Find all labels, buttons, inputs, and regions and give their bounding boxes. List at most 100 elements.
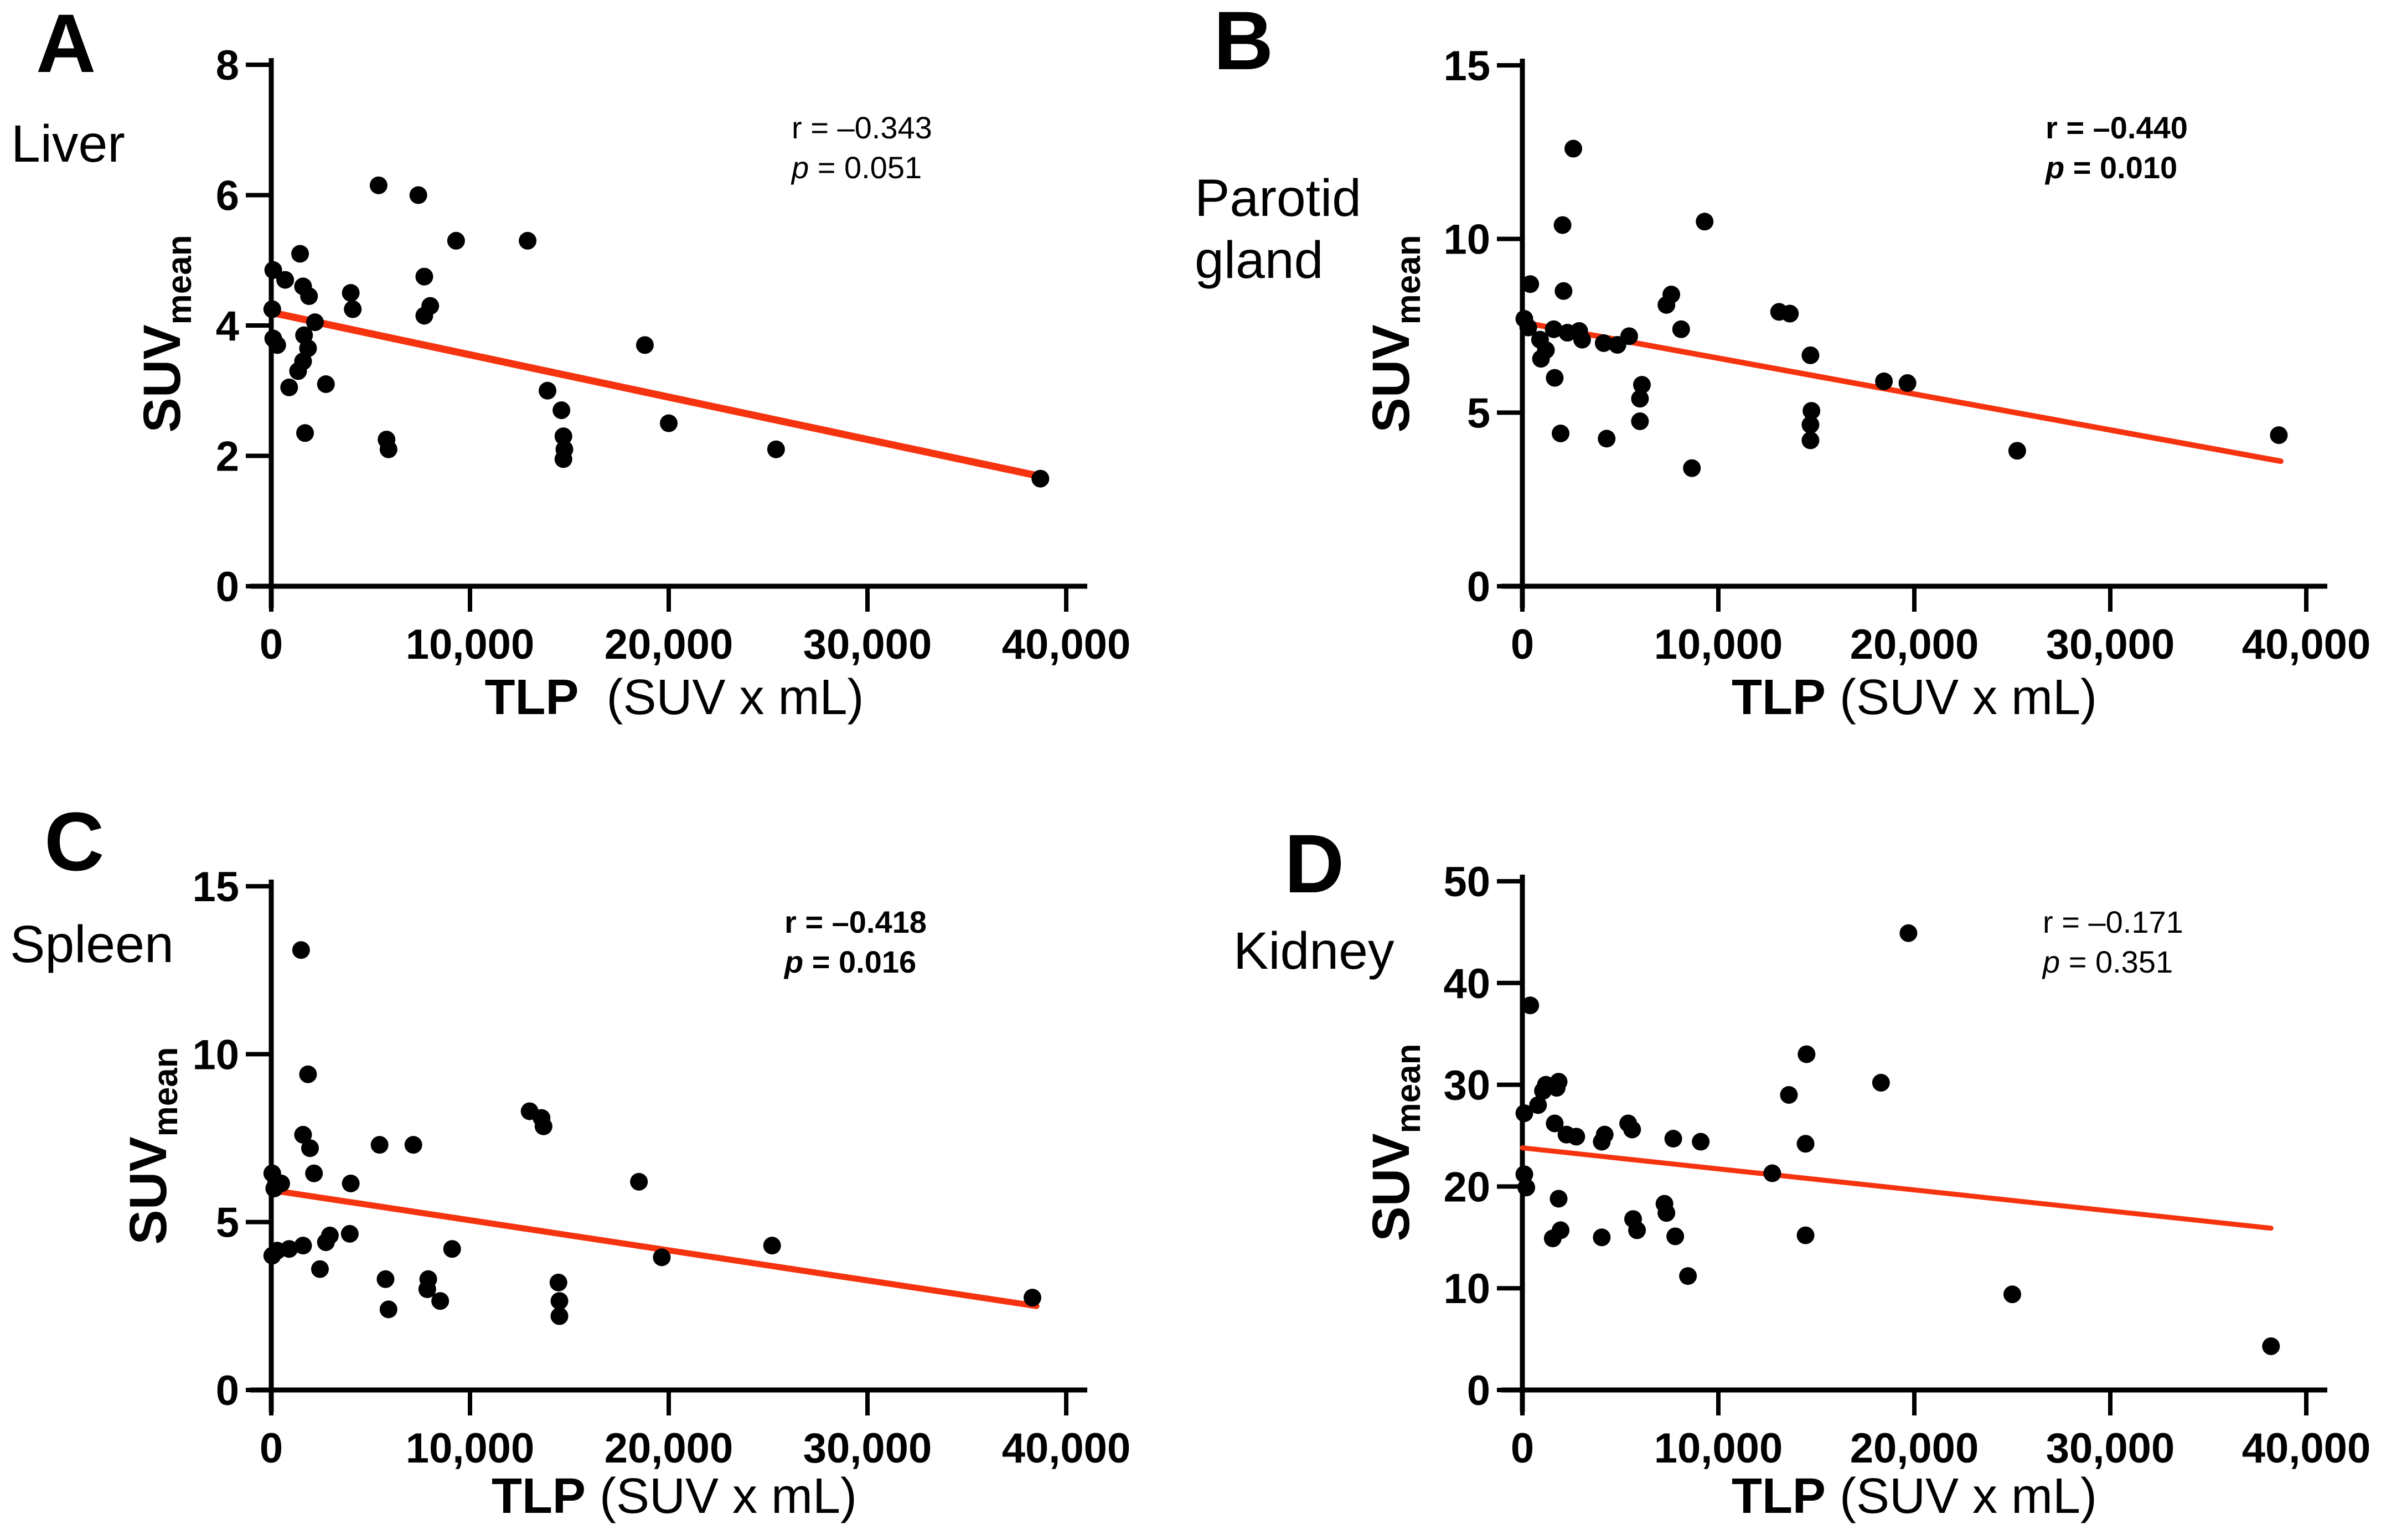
x-tick-label: 0 xyxy=(1511,621,1534,668)
data-point xyxy=(265,1180,283,1197)
x-tick-label: 40,000 xyxy=(2242,1425,2370,1472)
data-point xyxy=(1875,372,1893,390)
data-point xyxy=(305,1164,323,1182)
organ-label: Spleen xyxy=(10,915,174,974)
data-point xyxy=(311,1260,329,1278)
data-point xyxy=(2262,1337,2280,1355)
data-point xyxy=(554,450,572,468)
data-point xyxy=(653,1248,671,1267)
data-point xyxy=(1620,327,1638,345)
data-point xyxy=(1552,424,1570,442)
panel-c: C Spleen 0 10,000 20,000 30,000 40,000 0 5 10 15 TL… xyxy=(10,795,1130,1524)
x-tick-label: 40,000 xyxy=(1002,621,1130,668)
data-point xyxy=(2270,426,2288,445)
p-value: p = 0.351 xyxy=(2042,944,2173,979)
y-tick-label: 0 xyxy=(1467,1367,1490,1414)
data-point xyxy=(1515,1165,1533,1184)
x-tick-label: 0 xyxy=(1511,1425,1534,1472)
y-tick-label: 30 xyxy=(1443,1062,1490,1109)
data-point xyxy=(296,424,314,442)
data-point xyxy=(1801,431,1820,449)
y-tick-label: 4 xyxy=(216,303,239,350)
data-point xyxy=(1872,1073,1890,1092)
y-axis-title: SUVmean xyxy=(1362,235,1428,432)
data-point xyxy=(519,231,537,250)
data-point xyxy=(636,336,654,354)
y-axis-title: SUVmean xyxy=(1362,1043,1428,1241)
data-point xyxy=(280,378,298,396)
panel-letter: C xyxy=(44,795,104,888)
data-point xyxy=(534,1117,552,1135)
y-tick-label: 5 xyxy=(1467,390,1490,437)
data-point xyxy=(1666,1227,1685,1246)
y-tick-label: 6 xyxy=(216,173,239,220)
data-point xyxy=(1521,275,1540,293)
data-point xyxy=(1763,1164,1781,1182)
data-point xyxy=(1554,282,1573,300)
data-point xyxy=(1546,1114,1564,1133)
data-point xyxy=(1564,139,1583,158)
organ-label: Kidney xyxy=(1233,922,1394,980)
data-point xyxy=(1679,1267,1697,1285)
data-point xyxy=(1801,416,1820,434)
data-point xyxy=(767,440,785,458)
data-point xyxy=(2008,442,2026,460)
data-point xyxy=(289,362,307,380)
x-axis-title: TLP (SUV x mL) xyxy=(492,1469,857,1524)
panel-d: D Kidney 0 10,000 20,000 30,000 40,000 0 10 20 30 4… xyxy=(1233,817,2370,1524)
data-point xyxy=(1550,1190,1568,1208)
data-point xyxy=(292,941,310,959)
data-point xyxy=(294,1237,312,1255)
data-point xyxy=(317,375,335,393)
data-point xyxy=(301,1139,319,1157)
organ-label: Liver xyxy=(11,115,125,173)
x-tick-label: 10,000 xyxy=(406,621,534,668)
trend-line xyxy=(1520,1145,2274,1231)
x-tick-label: 40,000 xyxy=(2242,621,2370,668)
x-tick-label: 30,000 xyxy=(2046,621,2175,668)
data-point xyxy=(1631,390,1649,408)
data-point xyxy=(549,1273,567,1291)
data-point xyxy=(1899,924,1918,942)
x-tick-label: 20,000 xyxy=(605,621,733,668)
x-tick-label: 10,000 xyxy=(406,1425,534,1472)
data-point xyxy=(379,440,397,458)
data-point xyxy=(291,245,309,263)
y-tick-label: 10 xyxy=(1443,1265,1490,1312)
data-point xyxy=(1801,346,1820,364)
data-point xyxy=(280,1240,298,1258)
x-axis-title: TLP (SUV x mL) xyxy=(484,670,864,725)
y-tick-label: 8 xyxy=(216,42,239,89)
y-tick-label: 15 xyxy=(192,864,239,911)
data-point xyxy=(1546,369,1564,387)
x-tick-label: 10,000 xyxy=(1654,621,1783,668)
x-tick-label: 0 xyxy=(260,621,283,668)
data-point xyxy=(447,231,465,250)
data-point xyxy=(1657,296,1676,314)
y-tick-label: 2 xyxy=(216,433,239,480)
r-value: r = –0.343 xyxy=(792,110,932,145)
panel-letter: B xyxy=(1213,0,1273,87)
x-tick-label: 30,000 xyxy=(803,621,932,668)
data-point xyxy=(2003,1285,2021,1304)
data-point xyxy=(1633,376,1651,394)
x-axis-title: TLP (SUV x mL) xyxy=(1732,670,2097,725)
panel-letter: D xyxy=(1284,817,1344,910)
data-point xyxy=(763,1237,781,1255)
data-point xyxy=(1593,1228,1611,1247)
trend-line xyxy=(268,1187,1040,1309)
panel-a: A Liver 0 10,000 20,000 30,000 40,000 0 2 4 6 8 TLP … xyxy=(11,0,1130,725)
data-point xyxy=(552,401,571,420)
data-point xyxy=(1567,1128,1585,1146)
data-point xyxy=(306,313,324,332)
x-axis-title: TLP (SUV x mL) xyxy=(1732,1469,2097,1524)
data-point xyxy=(1657,1204,1676,1222)
data-point xyxy=(342,1174,360,1192)
data-point xyxy=(1573,330,1591,349)
data-point xyxy=(1672,320,1690,338)
data-point xyxy=(299,1065,317,1083)
data-point xyxy=(1515,1104,1533,1123)
data-point xyxy=(369,176,388,194)
